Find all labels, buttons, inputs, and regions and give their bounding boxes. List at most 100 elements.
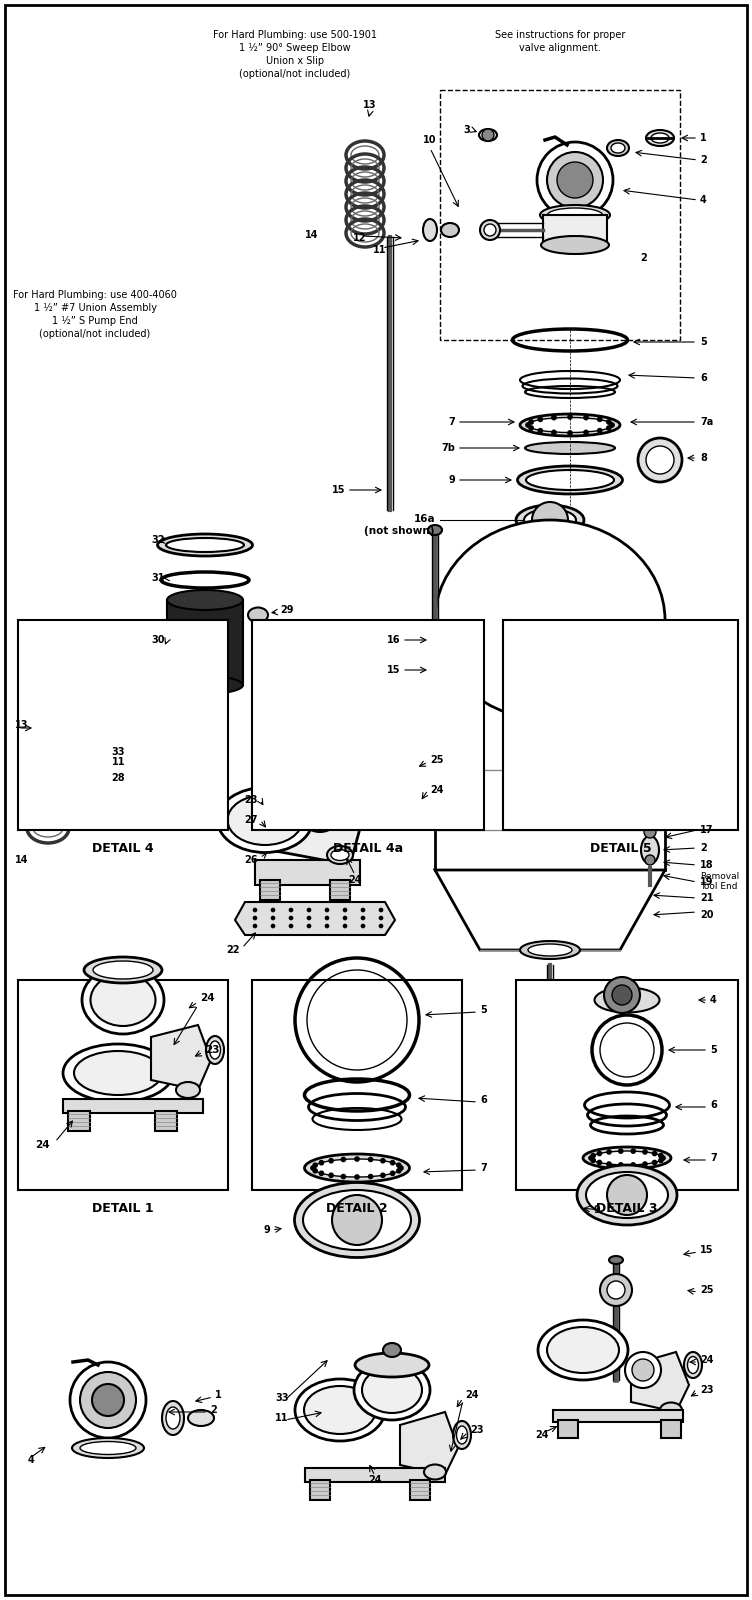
Circle shape: [606, 419, 611, 424]
Circle shape: [606, 426, 611, 430]
Circle shape: [659, 1158, 663, 1162]
Text: DETAIL 2: DETAIL 2: [326, 1202, 388, 1214]
Bar: [310, 1480, 330, 1501]
Text: 14: 14: [305, 230, 318, 240]
Circle shape: [643, 1162, 647, 1166]
Text: 14: 14: [15, 854, 29, 866]
Text: Removal
Tool End: Removal Tool End: [700, 872, 739, 891]
Ellipse shape: [526, 470, 614, 490]
Bar: [252, 979, 462, 1190]
Text: 26: 26: [244, 854, 258, 866]
Circle shape: [253, 909, 256, 912]
Circle shape: [638, 438, 682, 482]
Circle shape: [625, 1352, 661, 1387]
Bar: [167, 600, 243, 685]
Bar: [558, 1421, 578, 1438]
Circle shape: [397, 1163, 401, 1168]
Text: 27: 27: [244, 814, 258, 826]
Ellipse shape: [595, 987, 660, 1013]
Ellipse shape: [166, 1406, 180, 1429]
Circle shape: [397, 1168, 401, 1173]
Bar: [18, 619, 228, 830]
Ellipse shape: [74, 1051, 162, 1094]
Text: 17: 17: [700, 826, 714, 835]
Bar: [330, 880, 350, 899]
Ellipse shape: [586, 1171, 668, 1218]
Circle shape: [380, 925, 383, 928]
Ellipse shape: [167, 675, 243, 694]
Circle shape: [341, 1157, 345, 1162]
Ellipse shape: [641, 835, 659, 864]
Ellipse shape: [248, 608, 268, 622]
Polygon shape: [270, 774, 365, 866]
Circle shape: [311, 1166, 315, 1170]
Text: 1: 1: [215, 1390, 222, 1400]
Circle shape: [529, 419, 534, 424]
Ellipse shape: [157, 534, 253, 557]
Polygon shape: [435, 870, 665, 950]
Ellipse shape: [441, 222, 459, 237]
Ellipse shape: [480, 219, 500, 240]
Circle shape: [597, 429, 602, 434]
Circle shape: [653, 1160, 656, 1165]
Circle shape: [399, 1166, 403, 1170]
Ellipse shape: [210, 1042, 220, 1059]
Text: 24: 24: [700, 1355, 714, 1365]
Circle shape: [332, 1195, 382, 1245]
Text: 1 ½” #7 Union Assembly: 1 ½” #7 Union Assembly: [34, 302, 156, 314]
Text: 7: 7: [480, 1163, 487, 1173]
Text: 7: 7: [710, 1154, 717, 1163]
Text: 1 ½” 90° Sweep Elbow: 1 ½” 90° Sweep Elbow: [239, 43, 351, 53]
Text: 4: 4: [28, 1454, 35, 1466]
Text: 3: 3: [463, 125, 470, 134]
Text: valve alignment.: valve alignment.: [519, 43, 601, 53]
Circle shape: [381, 1173, 385, 1178]
Circle shape: [597, 1160, 602, 1165]
Circle shape: [607, 1162, 611, 1166]
Circle shape: [584, 414, 589, 421]
Ellipse shape: [607, 141, 629, 157]
Polygon shape: [235, 902, 395, 934]
Polygon shape: [631, 1352, 689, 1411]
Text: DETAIL 5: DETAIL 5: [590, 842, 651, 854]
Circle shape: [482, 130, 494, 141]
Polygon shape: [400, 1411, 458, 1475]
Text: 7a: 7a: [700, 418, 713, 427]
Ellipse shape: [516, 506, 584, 534]
Text: 1: 1: [700, 133, 707, 142]
Text: 7: 7: [448, 418, 455, 427]
Bar: [68, 1110, 90, 1131]
Ellipse shape: [304, 1386, 376, 1434]
Circle shape: [526, 422, 530, 427]
Text: 31: 31: [151, 573, 165, 582]
Ellipse shape: [527, 418, 612, 432]
Text: 15: 15: [700, 1245, 714, 1254]
Ellipse shape: [162, 1402, 184, 1435]
Ellipse shape: [327, 846, 353, 864]
Text: 11: 11: [111, 757, 125, 766]
Ellipse shape: [84, 957, 162, 982]
Bar: [305, 1469, 445, 1482]
Circle shape: [380, 909, 383, 912]
Ellipse shape: [538, 1320, 628, 1379]
Circle shape: [308, 917, 311, 920]
Text: (optional/not included): (optional/not included): [239, 69, 350, 78]
Circle shape: [589, 1155, 593, 1160]
Circle shape: [308, 925, 311, 928]
Circle shape: [612, 986, 632, 1005]
Circle shape: [362, 909, 365, 912]
Bar: [503, 619, 738, 830]
Circle shape: [551, 414, 556, 421]
Circle shape: [604, 978, 640, 1013]
Text: 28: 28: [111, 773, 125, 782]
Bar: [18, 979, 228, 1190]
Ellipse shape: [93, 962, 153, 979]
Text: 13: 13: [363, 99, 377, 110]
Text: DETAIL 1: DETAIL 1: [92, 1202, 154, 1214]
Ellipse shape: [359, 782, 377, 808]
Ellipse shape: [687, 1357, 699, 1373]
Circle shape: [362, 925, 365, 928]
Circle shape: [156, 750, 174, 770]
Ellipse shape: [63, 1043, 173, 1102]
Text: 24: 24: [535, 1430, 548, 1440]
